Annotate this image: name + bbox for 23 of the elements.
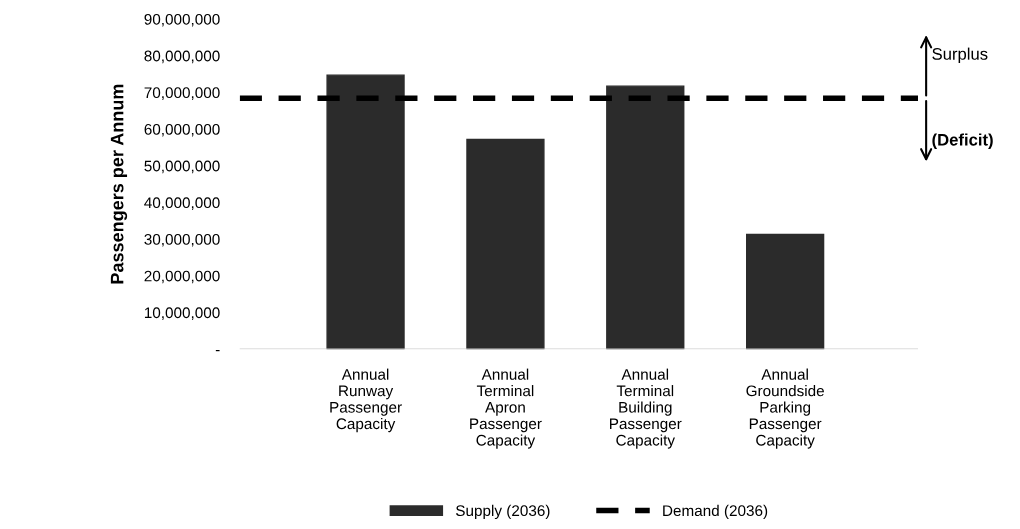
y-tick-label: 50,000,000 <box>144 160 220 174</box>
y-tick-label: - <box>215 350 220 352</box>
bar <box>606 85 685 350</box>
y-axis-title: Passengers per Annum <box>110 84 128 284</box>
y-tick-label: 10,000,000 <box>144 307 220 320</box>
y-tick-label: 80,000,000 <box>144 50 220 64</box>
bar <box>326 74 405 350</box>
text: Surplus <box>932 47 988 64</box>
x-tick-label: Annual Groundside Parking Passenger Capacity <box>746 368 824 449</box>
legend-label: Demand (2036) <box>663 504 768 520</box>
x-tick-label: Annual Runway Passenger Capacity <box>330 368 402 433</box>
bar <box>745 233 825 350</box>
x-tick-label: Annual Terminal Apron Passenger Capacity <box>470 368 542 449</box>
y-tick-label: 40,000,000 <box>144 197 220 210</box>
y-tick-label: 30,000,000 <box>144 233 220 247</box>
x-tick-label: Annual Terminal Building Passenger Capacity <box>610 368 682 449</box>
y-tick-label: 90,000,000 <box>144 13 220 27</box>
legend-label: Supply (2036) <box>456 504 550 520</box>
text: (Deficit) <box>932 133 993 149</box>
y-tick-label: 70,000,000 <box>144 87 220 100</box>
y-tick-label: 60,000,000 <box>144 123 220 137</box>
y-tick-label: 20,000,000 <box>144 270 220 284</box>
bar <box>466 138 545 350</box>
